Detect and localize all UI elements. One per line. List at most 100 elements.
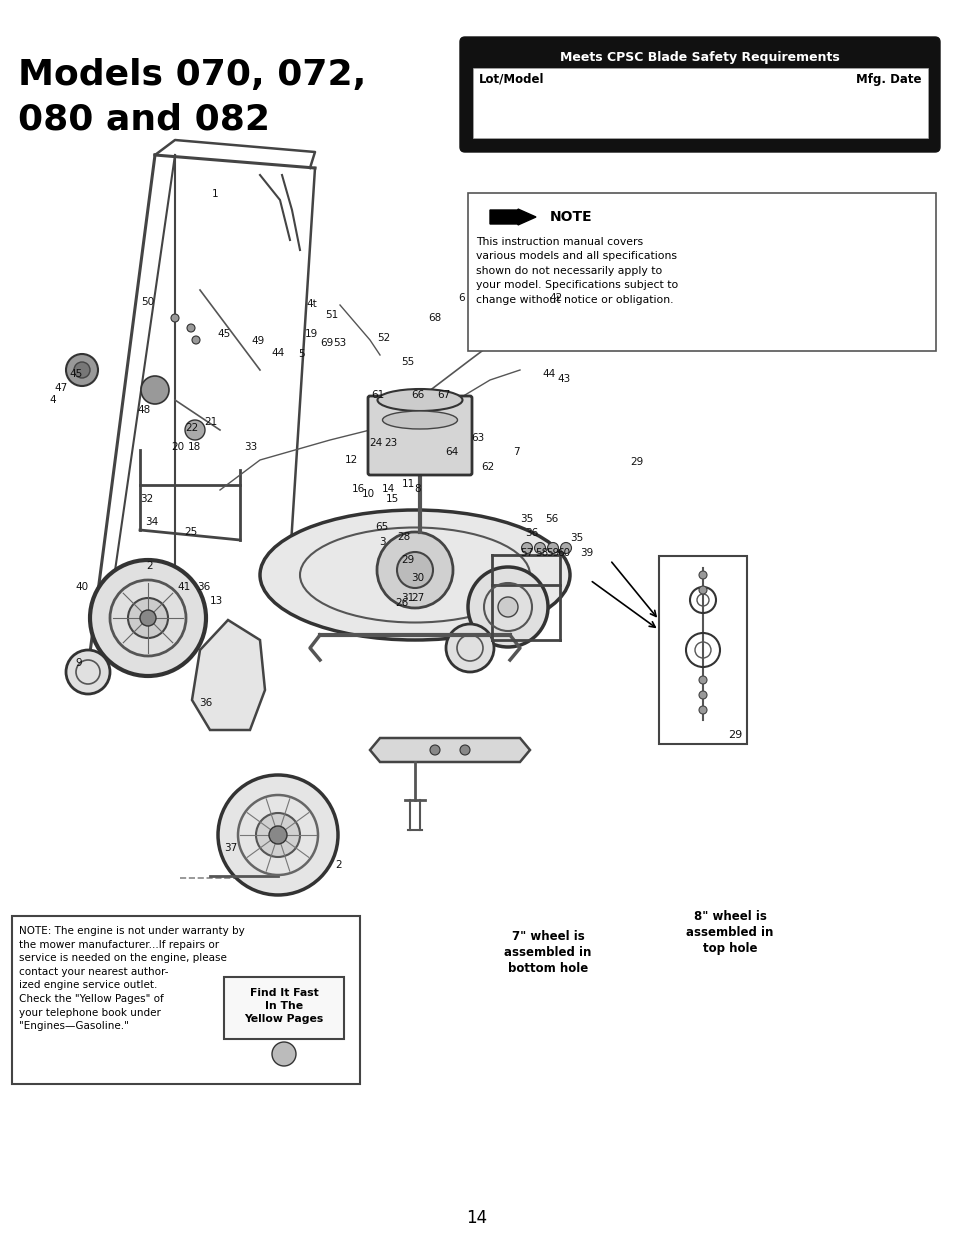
Circle shape: [272, 1042, 295, 1067]
Circle shape: [468, 567, 547, 647]
Text: 3: 3: [378, 537, 385, 547]
Circle shape: [497, 597, 517, 617]
Text: bottom hole: bottom hole: [507, 962, 587, 976]
Circle shape: [699, 586, 706, 594]
Text: NOTE: NOTE: [550, 211, 592, 224]
Text: Models 070, 072,: Models 070, 072,: [18, 59, 366, 92]
Circle shape: [446, 624, 494, 672]
Text: 21: 21: [204, 417, 217, 427]
Text: 14: 14: [381, 483, 395, 493]
Circle shape: [560, 542, 571, 553]
FancyBboxPatch shape: [473, 69, 927, 138]
Text: 65: 65: [375, 522, 388, 532]
Text: 40: 40: [75, 582, 89, 592]
Text: 61: 61: [371, 390, 384, 400]
Text: Lot/Model: Lot/Model: [478, 72, 544, 86]
Text: 58: 58: [535, 548, 548, 558]
Text: 29: 29: [727, 730, 741, 740]
Circle shape: [128, 598, 168, 638]
Text: 11: 11: [401, 478, 415, 488]
Text: 35: 35: [570, 533, 583, 543]
Circle shape: [140, 611, 156, 625]
Circle shape: [396, 552, 433, 588]
Text: 36: 36: [525, 528, 538, 538]
FancyBboxPatch shape: [368, 396, 472, 475]
Text: 43: 43: [557, 374, 570, 384]
Ellipse shape: [377, 389, 462, 411]
Text: 29: 29: [630, 457, 643, 467]
Text: 63: 63: [471, 434, 484, 444]
Text: 55: 55: [401, 358, 415, 368]
Text: 23: 23: [384, 439, 397, 449]
Ellipse shape: [382, 411, 457, 429]
Text: 44: 44: [542, 369, 555, 379]
Circle shape: [534, 542, 545, 553]
Text: 36: 36: [199, 698, 213, 708]
Circle shape: [521, 542, 532, 553]
Text: 57: 57: [519, 548, 533, 558]
Text: 66: 66: [411, 390, 424, 400]
Circle shape: [185, 420, 205, 440]
Text: assembled in: assembled in: [504, 946, 591, 959]
Circle shape: [192, 336, 200, 344]
Text: 7" wheel is: 7" wheel is: [511, 930, 584, 943]
Text: 56: 56: [545, 515, 558, 525]
Text: Find It Fast
In The
Yellow Pages: Find It Fast In The Yellow Pages: [244, 988, 323, 1024]
Text: 2: 2: [335, 860, 342, 870]
Circle shape: [430, 745, 439, 755]
Text: 4t: 4t: [306, 299, 317, 309]
Text: 080 and 082: 080 and 082: [18, 102, 270, 136]
Text: 9: 9: [75, 658, 82, 668]
Text: 13: 13: [209, 596, 222, 606]
Text: 45: 45: [217, 329, 231, 339]
Text: 62: 62: [481, 462, 494, 472]
Circle shape: [376, 532, 453, 608]
Circle shape: [66, 650, 110, 694]
Text: assembled in: assembled in: [685, 926, 773, 939]
Circle shape: [269, 826, 287, 844]
Circle shape: [187, 324, 194, 331]
Circle shape: [171, 314, 179, 321]
Circle shape: [699, 706, 706, 714]
Text: 50: 50: [141, 297, 154, 307]
Text: 68: 68: [428, 313, 441, 323]
Text: 20: 20: [172, 442, 184, 452]
Text: 69: 69: [320, 338, 334, 348]
Circle shape: [218, 775, 337, 895]
Circle shape: [699, 677, 706, 684]
Text: 45: 45: [70, 369, 83, 379]
Text: 39: 39: [579, 548, 593, 558]
Circle shape: [459, 745, 470, 755]
Text: 48: 48: [137, 405, 151, 415]
Text: 31: 31: [401, 593, 415, 603]
Text: 37: 37: [224, 844, 237, 854]
Text: 26: 26: [395, 598, 408, 608]
Text: 28: 28: [397, 532, 410, 542]
Text: 14: 14: [466, 1209, 487, 1227]
Text: 6: 6: [458, 293, 465, 303]
Text: 52: 52: [377, 333, 390, 343]
Text: Meets CPSC Blade Safety Requirements: Meets CPSC Blade Safety Requirements: [559, 51, 839, 65]
Text: 18: 18: [187, 442, 200, 452]
Text: Mfg. Date: Mfg. Date: [856, 72, 921, 86]
Polygon shape: [370, 738, 530, 763]
Text: 53: 53: [333, 338, 346, 348]
Text: 2: 2: [147, 561, 153, 571]
Text: 34: 34: [145, 517, 158, 527]
Text: 15: 15: [385, 493, 398, 503]
Text: 1: 1: [212, 189, 218, 199]
Ellipse shape: [260, 510, 569, 640]
Text: 49: 49: [251, 336, 264, 346]
Text: 33: 33: [244, 442, 257, 452]
Text: NOTE: The engine is not under warranty by
the mower manufacturer...If repairs or: NOTE: The engine is not under warranty b…: [19, 926, 245, 1032]
Text: 10: 10: [361, 488, 375, 498]
FancyBboxPatch shape: [659, 556, 746, 744]
Text: 44: 44: [271, 348, 284, 358]
Circle shape: [74, 363, 90, 378]
FancyBboxPatch shape: [468, 193, 935, 351]
Text: 67: 67: [436, 390, 450, 400]
Circle shape: [66, 354, 98, 386]
Text: 35: 35: [519, 515, 533, 525]
FancyBboxPatch shape: [12, 916, 359, 1084]
Text: 32: 32: [140, 493, 153, 503]
